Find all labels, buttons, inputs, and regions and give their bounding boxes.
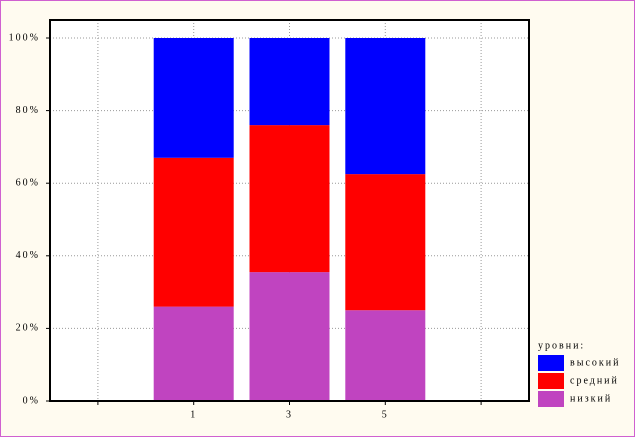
legend-label: низкий (570, 393, 612, 404)
legend-title: уровни: (538, 340, 585, 351)
bar-segment (345, 38, 426, 175)
y-tick-label: 40% (16, 250, 40, 261)
y-tick-label: 0% (23, 395, 40, 406)
bar-segment (153, 38, 234, 158)
legend-swatch (538, 391, 564, 407)
bar-segment (153, 306, 234, 401)
legend-swatch (538, 355, 564, 371)
x-tick-label: 1 (190, 409, 197, 420)
bar-segment (153, 157, 234, 307)
x-tick-label: 3 (286, 409, 293, 420)
y-tick-label: 80% (16, 105, 40, 116)
bar-segment (249, 272, 330, 401)
legend-label: высокий (570, 357, 620, 368)
bar-segment (345, 310, 426, 401)
y-tick-label: 60% (16, 177, 40, 188)
bar-segment (345, 174, 426, 311)
y-tick-label: 100% (9, 32, 40, 43)
y-tick-label: 20% (16, 323, 40, 334)
plot-frame (49, 19, 530, 402)
bar-segment (249, 125, 330, 273)
legend-label: средний (570, 375, 619, 386)
bar-segment (249, 38, 330, 126)
x-tick-label: 5 (382, 409, 389, 420)
legend-swatch (538, 373, 564, 389)
